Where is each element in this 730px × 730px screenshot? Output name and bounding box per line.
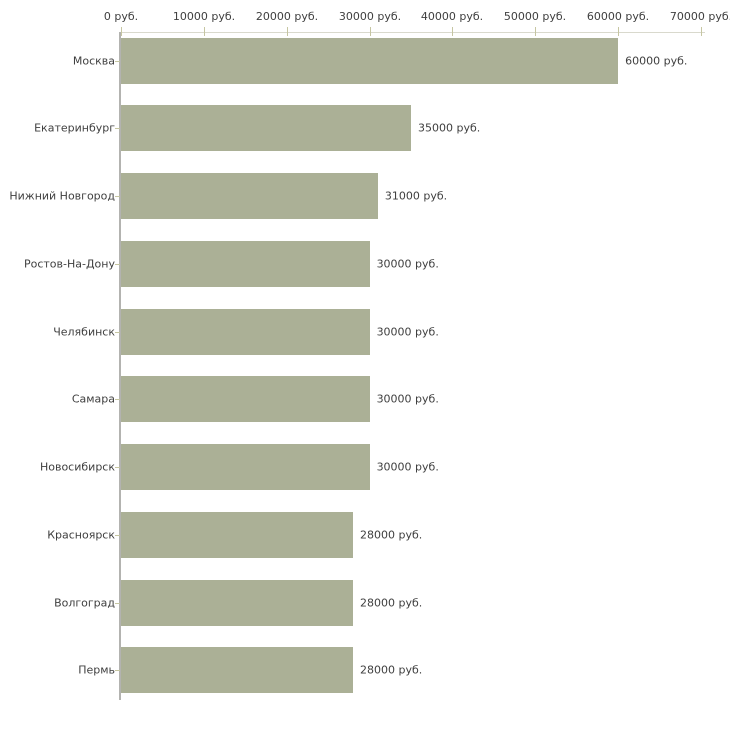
category-tick: [115, 128, 120, 129]
category-tick: [115, 196, 120, 197]
x-axis-tick-label: 30000 руб.: [338, 10, 402, 23]
bar: [121, 240, 370, 287]
category-label: Красноярск: [47, 528, 115, 542]
y-axis-line: [119, 32, 121, 700]
category-tick: [115, 467, 120, 468]
category-label: Пермь: [78, 663, 115, 677]
category-label: Нижний Новгород: [9, 189, 115, 203]
x-axis-tick-label: 20000 руб.: [255, 10, 319, 23]
value-label: 30000 руб.: [376, 257, 439, 271]
value-label: 28000 руб.: [360, 528, 423, 542]
bar: [121, 308, 370, 355]
category-label: Волгоград: [54, 596, 115, 609]
category-label: Екатеринбург: [34, 121, 115, 135]
bar: [121, 105, 411, 152]
bar: [121, 173, 378, 219]
category-tick: [115, 332, 120, 333]
x-axis-tick: [204, 27, 205, 36]
category-tick: [115, 670, 120, 671]
value-label: 30000 руб.: [376, 325, 439, 338]
category-tick: [115, 264, 120, 265]
category-tick: [115, 535, 120, 536]
x-axis-tick: [452, 27, 453, 36]
bar: [121, 444, 370, 490]
bar: [121, 647, 353, 694]
x-axis-line: [121, 32, 705, 33]
bar: [121, 579, 353, 626]
x-axis-tick: [618, 27, 619, 36]
category-tick: [115, 61, 120, 62]
x-axis-tick: [287, 27, 288, 36]
x-axis-tick-label: 0 руб.: [103, 10, 139, 23]
x-axis-tick-label: 10000 руб.: [172, 10, 236, 23]
category-label: Челябинск: [53, 325, 115, 338]
value-label: 31000 руб.: [384, 189, 448, 203]
value-label: 30000 руб.: [376, 460, 439, 474]
x-axis-tick: [370, 27, 371, 36]
bar: [121, 511, 353, 558]
value-label: 28000 руб.: [360, 596, 423, 609]
value-label: 60000 руб.: [625, 54, 688, 67]
category-tick: [115, 399, 120, 400]
x-axis-tick: [535, 27, 536, 36]
x-axis-tick-label: 60000 руб.: [586, 10, 650, 23]
x-axis-tick: [701, 27, 702, 36]
bar: [121, 37, 619, 84]
value-label: 35000 руб.: [418, 121, 481, 135]
value-label: 28000 руб.: [360, 663, 423, 677]
category-label: Москва: [72, 54, 115, 67]
category-label: Новосибирск: [39, 460, 115, 474]
category-label: Ростов-На-Дону: [23, 257, 115, 271]
x-axis-tick: [121, 27, 122, 36]
x-axis-tick-label: 70000 руб.: [669, 10, 730, 23]
category-tick: [115, 603, 120, 604]
bar: [121, 376, 370, 423]
x-axis-tick-label: 50000 руб.: [503, 10, 567, 23]
value-label: 30000 руб.: [376, 392, 439, 406]
category-label: Самара: [71, 392, 115, 406]
x-axis-tick-label: 40000 руб.: [420, 10, 484, 23]
